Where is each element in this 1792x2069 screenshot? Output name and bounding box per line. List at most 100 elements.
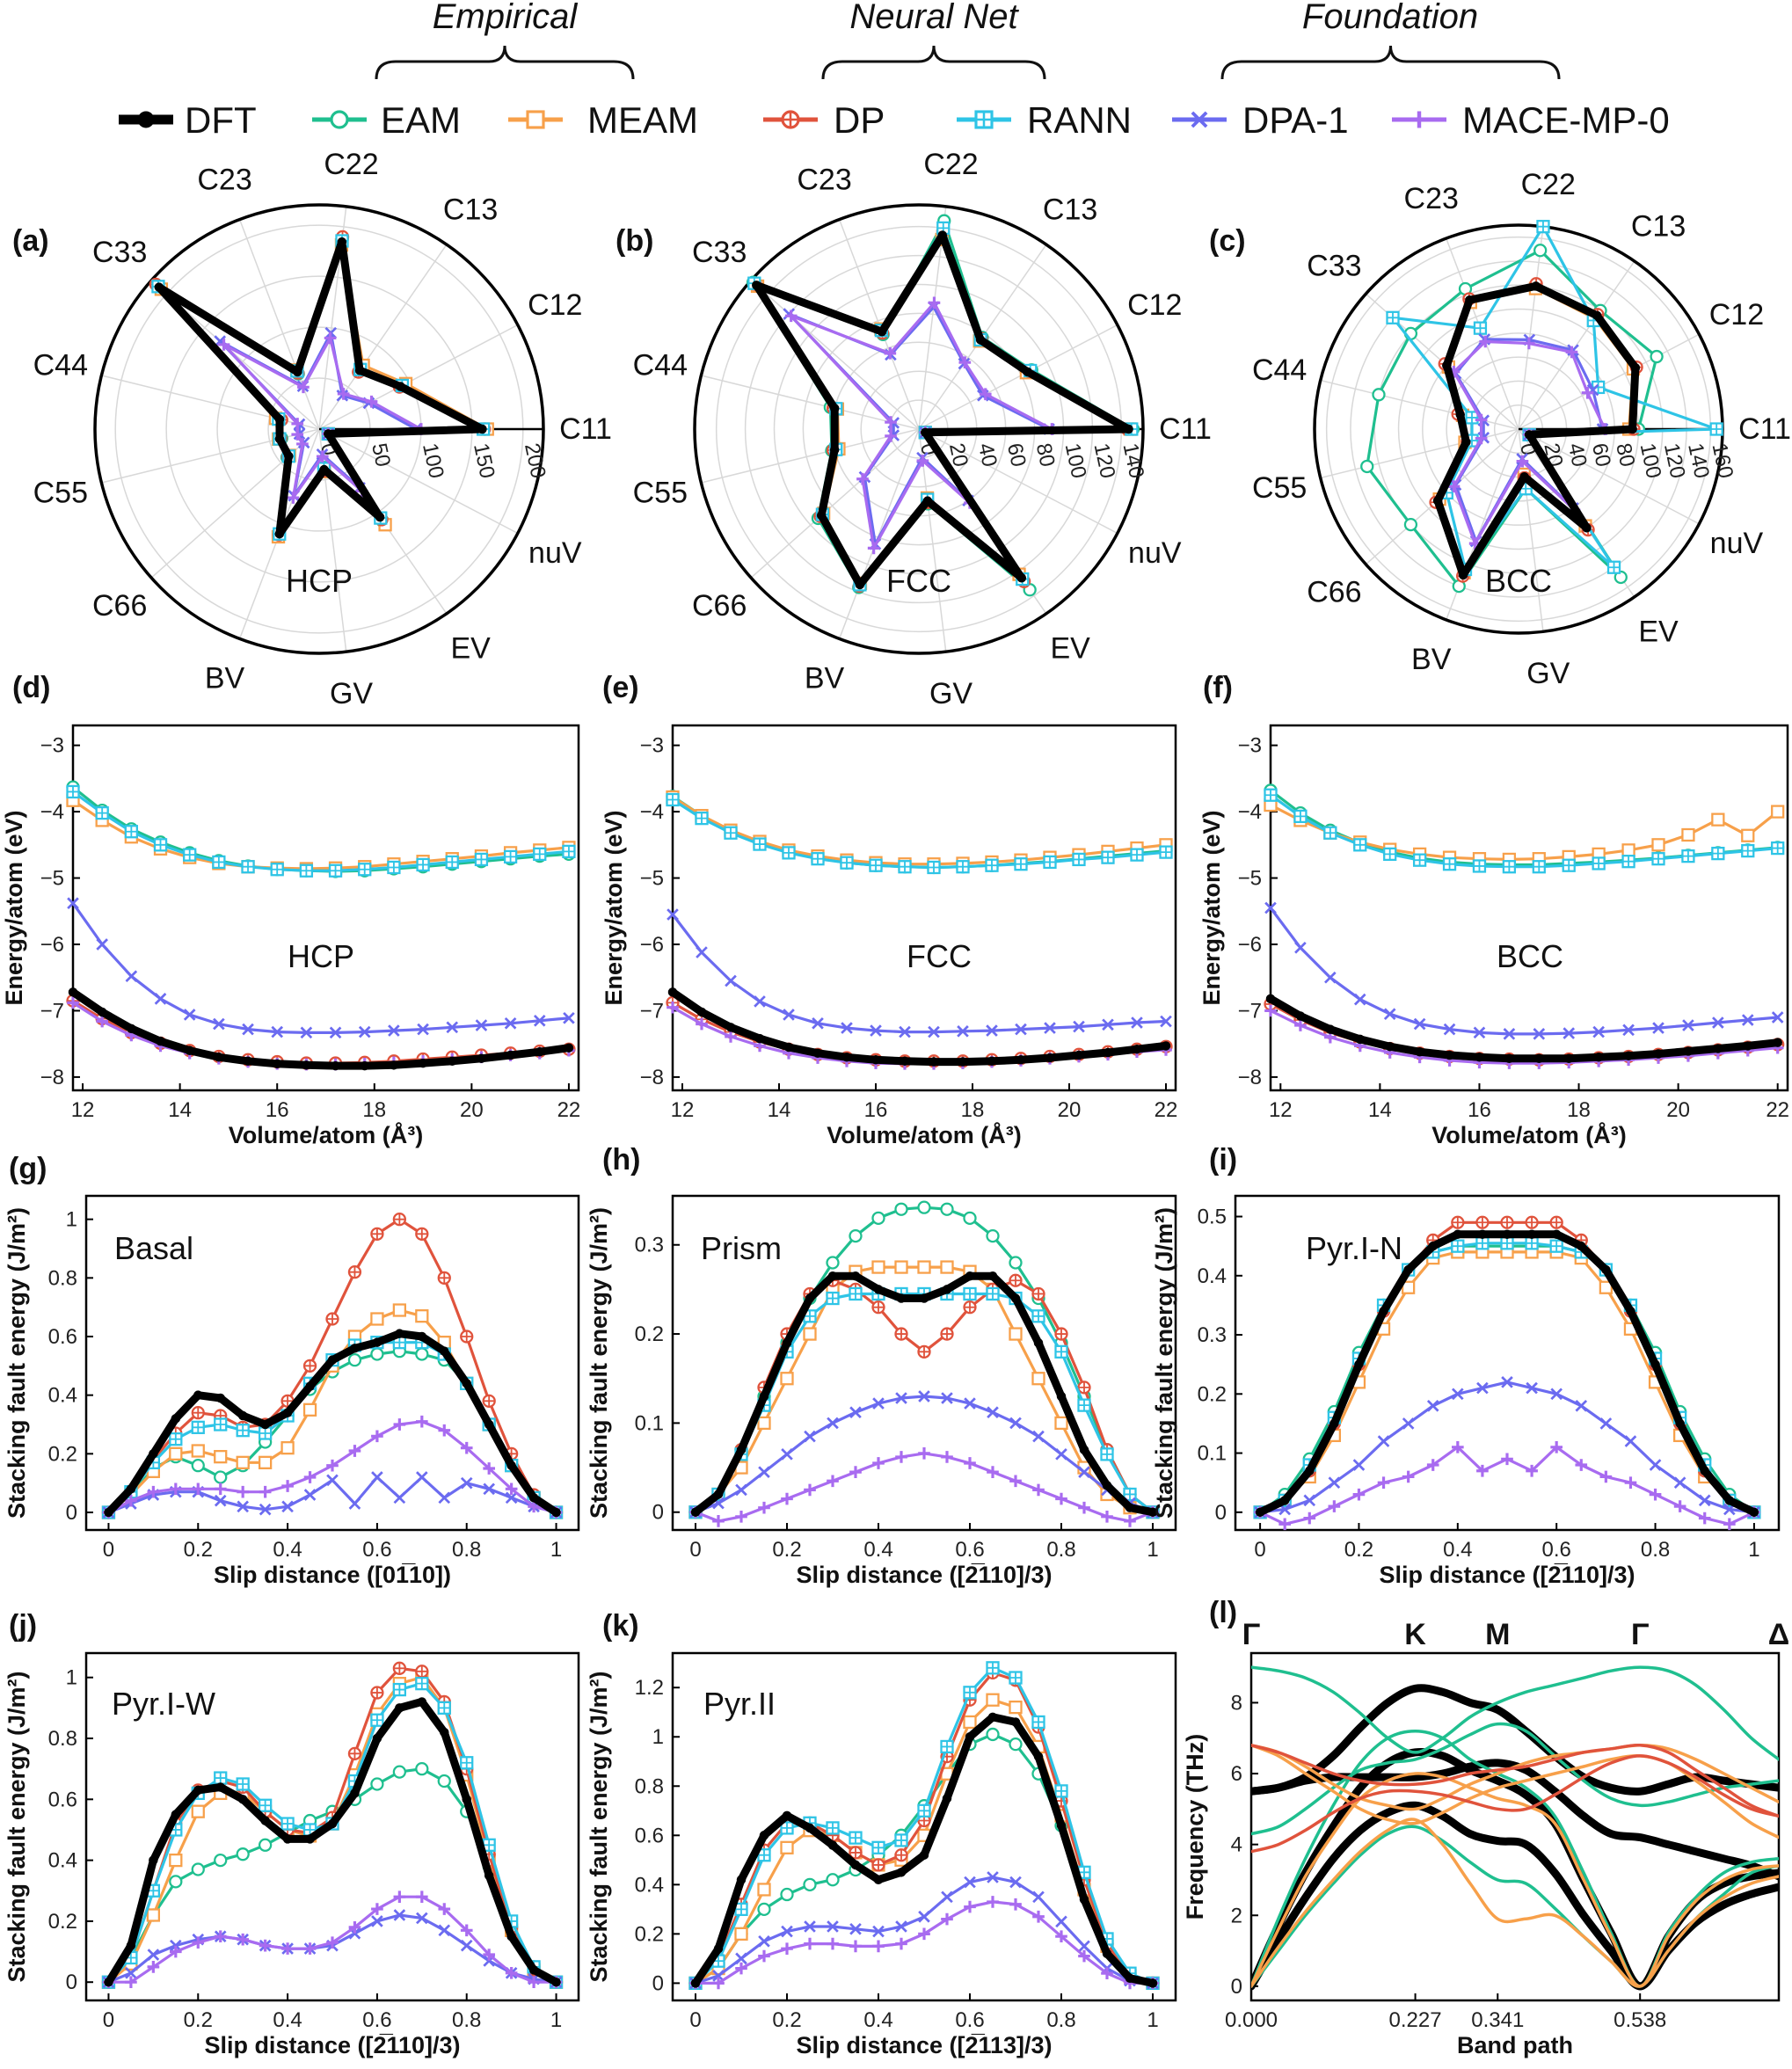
radar-point xyxy=(1458,570,1468,580)
radar-tick-label: 120 xyxy=(1089,441,1120,481)
data-point xyxy=(393,1418,406,1431)
x-axis-label: Slip distance ([2̅110]/3) xyxy=(204,2032,460,2058)
series-dpa-1 xyxy=(102,1471,563,1519)
data-point xyxy=(758,1949,770,1963)
data-point xyxy=(370,1312,384,1326)
x-tick-label: 16 xyxy=(1468,1098,1491,1122)
data-point xyxy=(782,1810,792,1821)
radar-grid-spoke xyxy=(750,280,920,430)
data-point xyxy=(416,857,430,872)
radar-point xyxy=(1016,572,1027,583)
y-tick-label: 0.4 xyxy=(48,1849,77,1873)
data-point xyxy=(1016,1055,1026,1065)
radar-axis-label: GV xyxy=(330,677,373,710)
data-point xyxy=(986,1024,998,1037)
data-point xyxy=(1749,1507,1759,1518)
y-tick-label: 1 xyxy=(66,1666,77,1690)
data-point xyxy=(849,1846,863,1860)
x-tick-label: 16 xyxy=(864,1098,888,1122)
data-point xyxy=(281,1500,294,1513)
radar-point xyxy=(154,282,164,292)
data-point xyxy=(1621,843,1635,857)
data-point xyxy=(1100,1447,1114,1461)
series-rann xyxy=(1264,788,1785,874)
x-tick-label: 0.8 xyxy=(452,1538,481,1562)
data-point xyxy=(388,1024,400,1037)
data-point xyxy=(358,1025,371,1038)
data-point xyxy=(437,1701,451,1716)
data-point xyxy=(370,1777,384,1791)
radar-point xyxy=(319,464,329,475)
x-tick-label: 0.4 xyxy=(273,2008,302,2032)
data-point xyxy=(215,1782,225,1792)
radar-point xyxy=(922,496,933,506)
data-point xyxy=(1043,855,1057,870)
y-tick-label: 0.8 xyxy=(48,1727,77,1751)
x-tick-label: 20 xyxy=(460,1098,484,1122)
data-point xyxy=(1451,1215,1465,1229)
data-point xyxy=(191,1444,205,1458)
legend-marker xyxy=(526,110,545,129)
data-point xyxy=(95,805,109,820)
data-point xyxy=(147,1485,160,1498)
data-point xyxy=(870,1024,882,1037)
data-point xyxy=(1443,1023,1456,1036)
radar-point xyxy=(829,445,840,455)
radar-point xyxy=(1565,346,1578,359)
data-point xyxy=(281,1480,294,1492)
data-point xyxy=(827,1475,839,1488)
data-point xyxy=(1015,1023,1027,1036)
radar-line xyxy=(1433,281,1640,579)
series-dft xyxy=(104,1697,561,1987)
legend-item-dft: DFT xyxy=(119,99,257,141)
series-line xyxy=(70,988,570,1070)
phonon-band-meam xyxy=(1251,1818,1779,1988)
panel-label: (h) xyxy=(602,1143,640,1177)
x-tick-label: 0.2 xyxy=(184,1538,213,1562)
radar-tick-label: 80 xyxy=(1611,441,1639,470)
data-point xyxy=(1324,971,1337,984)
data-point xyxy=(125,970,138,983)
data-point xyxy=(804,1483,816,1497)
data-point xyxy=(827,1417,839,1430)
data-point xyxy=(873,1285,884,1294)
radar-point xyxy=(1628,424,1637,434)
radar-point xyxy=(1465,411,1479,425)
series-dft xyxy=(1265,994,1782,1064)
radar-axis-label: C33 xyxy=(1307,249,1361,282)
y-tick-label: 0.4 xyxy=(1198,1264,1227,1288)
radar-point xyxy=(1519,471,1529,482)
data-point xyxy=(243,1056,253,1067)
data-point xyxy=(667,987,678,997)
data-point xyxy=(460,1756,474,1770)
data-point xyxy=(1403,1264,1413,1275)
data-point xyxy=(282,1408,293,1417)
x-axis-label: Volume/atom (Å³) xyxy=(827,1121,1022,1148)
data-point xyxy=(371,1471,383,1483)
panel-phase-label: BCC xyxy=(1485,563,1552,599)
data-point xyxy=(259,1503,272,1516)
data-point xyxy=(1045,1053,1055,1063)
data-point xyxy=(964,1457,976,1469)
series-dft xyxy=(690,1712,1158,1988)
radar-panel-a: 0 50 100 150 200C11C12C13C22C23C33C44C55C66B… xyxy=(12,148,612,710)
data-point xyxy=(506,1050,515,1060)
data-point xyxy=(300,1026,313,1039)
data-point xyxy=(460,1330,474,1344)
data-point xyxy=(690,1507,701,1517)
data-point xyxy=(147,1949,160,1961)
data-point xyxy=(826,1256,840,1270)
data-point xyxy=(171,1414,181,1424)
data-point xyxy=(192,1936,205,1949)
data-point xyxy=(849,1922,862,1935)
panel-label: (l) xyxy=(1209,1596,1237,1629)
data-point xyxy=(1009,1256,1023,1270)
data-point xyxy=(1413,1017,1426,1031)
y-tick-label: 0.6 xyxy=(635,1824,664,1847)
data-point xyxy=(712,1515,725,1527)
data-point xyxy=(438,1491,451,1504)
data-point xyxy=(1354,1359,1364,1369)
legend: DFT EAM MEAM DP RANN DPA-1 MACE-MP-0 Empirical N… xyxy=(119,0,1670,141)
radar-tick-label: 140 xyxy=(1118,441,1148,481)
radar-grid-spoke xyxy=(750,428,920,579)
